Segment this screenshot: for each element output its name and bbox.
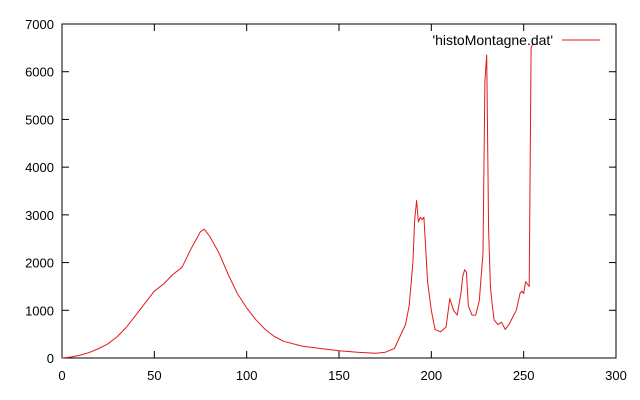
y-tick-label: 0 xyxy=(47,351,54,366)
y-tick-label: 6000 xyxy=(25,65,54,80)
y-tick-label: 4000 xyxy=(25,160,54,175)
x-tick-label: 100 xyxy=(236,368,258,383)
legend-label: 'histoMontagne.dat' xyxy=(432,32,553,48)
y-tick-label: 3000 xyxy=(25,208,54,223)
x-tick-label: 300 xyxy=(605,368,627,383)
x-tick-label: 250 xyxy=(513,368,535,383)
y-tick-label: 5000 xyxy=(25,112,54,127)
x-tick-label: 200 xyxy=(420,368,442,383)
plot-frame xyxy=(61,23,617,359)
x-tick-label: 0 xyxy=(58,368,65,383)
y-tick-label: 1000 xyxy=(25,303,54,318)
y-tick-label: 2000 xyxy=(25,256,54,271)
y-tick-label: 7000 xyxy=(25,17,54,32)
x-axis: 0 50 100 150 200 250 300 xyxy=(58,24,627,383)
x-tick-label: 150 xyxy=(328,368,350,383)
series-layer xyxy=(61,42,534,359)
legend: 'histoMontagne.dat' xyxy=(432,32,600,48)
x-tick-label: 50 xyxy=(147,368,161,383)
y-axis: 0 1000 2000 3000 4000 5000 6000 7000 xyxy=(25,17,616,366)
series-line xyxy=(61,42,534,359)
